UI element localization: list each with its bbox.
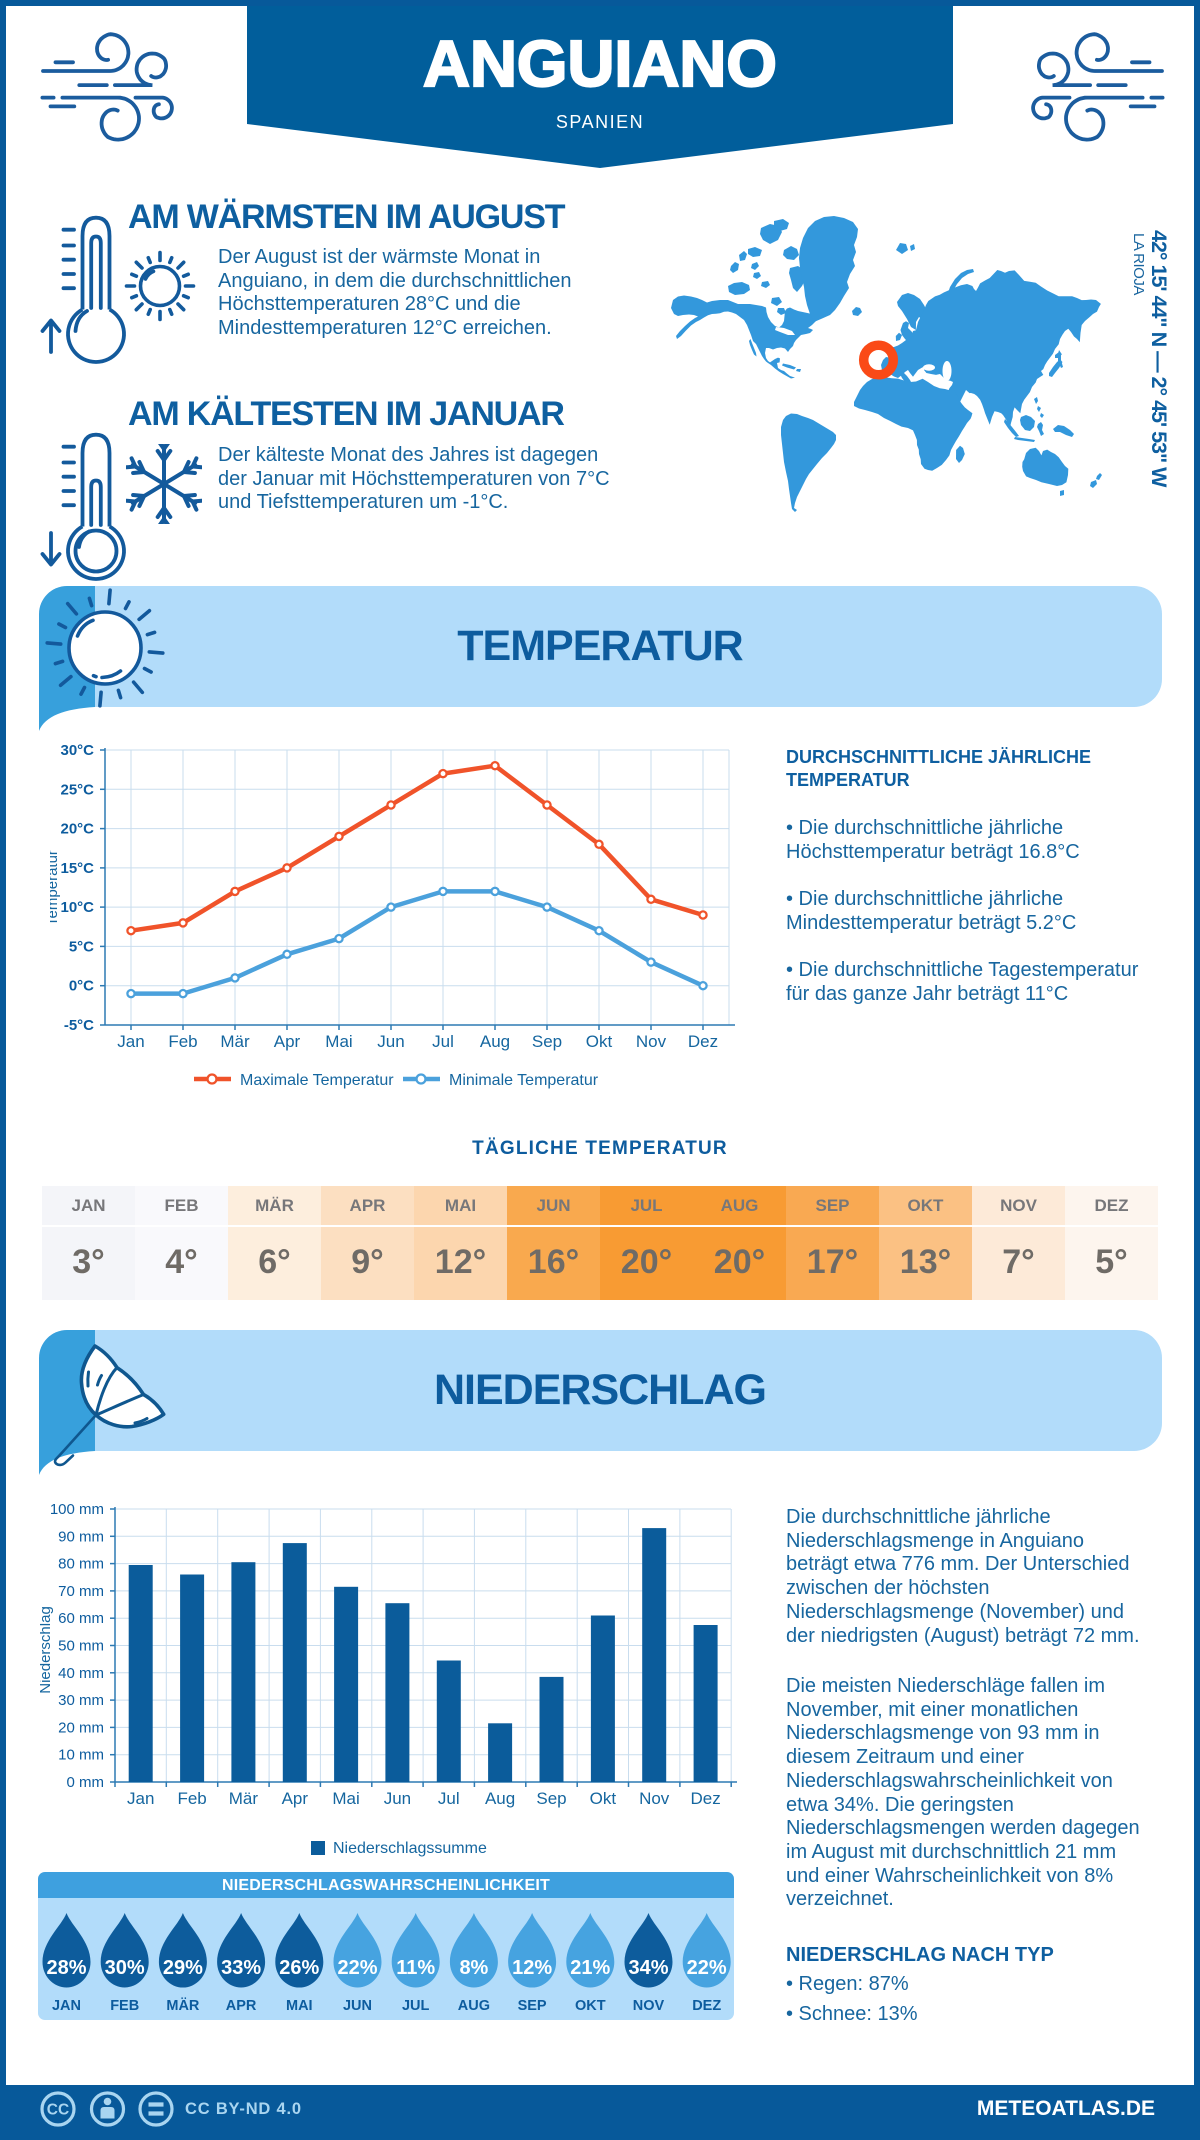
svg-text:22%: 22%	[337, 1957, 377, 1979]
svg-text:JUL: JUL	[402, 1998, 430, 2014]
svg-text:Okt: Okt	[586, 1032, 613, 1051]
svg-text:50 mm: 50 mm	[58, 1638, 104, 1655]
svg-text:JUN: JUN	[343, 1998, 372, 2014]
svg-text:Jul: Jul	[432, 1032, 454, 1051]
svg-text:0°C: 0°C	[69, 978, 94, 995]
svg-text:SEP: SEP	[518, 1998, 547, 2014]
svg-text:10 mm: 10 mm	[58, 1747, 104, 1764]
svg-text:DEZ: DEZ	[692, 1998, 721, 2014]
svg-text:33%: 33%	[221, 1957, 261, 1979]
svg-text:Feb: Feb	[177, 1789, 206, 1808]
svg-text:Mär: Mär	[229, 1789, 259, 1808]
svg-text:Aug: Aug	[480, 1032, 510, 1051]
svg-text:22%: 22%	[687, 1957, 727, 1979]
svg-text:70 mm: 70 mm	[58, 1583, 104, 1600]
svg-text:15°C: 15°C	[60, 860, 94, 877]
svg-text:OKT: OKT	[575, 1998, 606, 2014]
svg-text:-5°C: -5°C	[64, 1017, 94, 1034]
svg-text:Jun: Jun	[377, 1032, 404, 1051]
svg-text:28%: 28%	[46, 1957, 86, 1979]
svg-text:30°C: 30°C	[60, 742, 94, 759]
svg-text:Nov: Nov	[639, 1789, 670, 1808]
svg-text:8%: 8%	[459, 1957, 488, 1979]
svg-text:Feb: Feb	[168, 1032, 197, 1051]
svg-text:25°C: 25°C	[60, 781, 94, 798]
svg-text:Mai: Mai	[325, 1032, 352, 1051]
svg-text:MÄR: MÄR	[166, 1997, 200, 2014]
svg-text:100 mm: 100 mm	[50, 1501, 104, 1518]
svg-text:Jan: Jan	[117, 1032, 144, 1051]
svg-text:29%: 29%	[163, 1957, 203, 1979]
svg-text:34%: 34%	[628, 1957, 668, 1979]
svg-text:30 mm: 30 mm	[58, 1692, 104, 1709]
svg-text:CC: CC	[47, 2102, 69, 2119]
svg-text:40 mm: 40 mm	[58, 1665, 104, 1682]
svg-text:NOV: NOV	[633, 1998, 665, 2014]
svg-text:Mai: Mai	[332, 1789, 359, 1808]
svg-text:Nov: Nov	[636, 1032, 667, 1051]
svg-text:Temperatur: Temperatur	[50, 850, 61, 926]
svg-text:0 mm: 0 mm	[67, 1774, 105, 1791]
svg-text:90 mm: 90 mm	[58, 1528, 104, 1545]
svg-text:Jan: Jan	[127, 1789, 154, 1808]
svg-text:20°C: 20°C	[60, 821, 94, 838]
svg-text:Dez: Dez	[690, 1789, 720, 1808]
svg-text:Sep: Sep	[532, 1032, 562, 1051]
svg-text:APR: APR	[226, 1998, 257, 2014]
svg-text:AUG: AUG	[458, 1998, 490, 2014]
svg-text:60 mm: 60 mm	[58, 1610, 104, 1627]
svg-text:JAN: JAN	[52, 1998, 81, 2014]
svg-text:30%: 30%	[105, 1957, 145, 1979]
svg-text:20 mm: 20 mm	[58, 1719, 104, 1736]
svg-text:12%: 12%	[512, 1957, 552, 1979]
svg-text:Mär: Mär	[220, 1032, 250, 1051]
svg-text:80 mm: 80 mm	[58, 1556, 104, 1573]
svg-text:Niederschlag: Niederschlag	[40, 1606, 54, 1694]
svg-text:Sep: Sep	[536, 1789, 566, 1808]
svg-text:Jul: Jul	[438, 1789, 460, 1808]
svg-text:21%: 21%	[570, 1957, 610, 1979]
svg-text:26%: 26%	[279, 1957, 319, 1979]
svg-text:Minimale Temperatur: Minimale Temperatur	[449, 1072, 599, 1089]
svg-text:Niederschlagssumme: Niederschlagssumme	[333, 1840, 487, 1857]
svg-text:5°C: 5°C	[69, 938, 94, 955]
svg-text:FEB: FEB	[110, 1998, 139, 2014]
svg-text:MAI: MAI	[286, 1998, 313, 2014]
svg-text:Dez: Dez	[688, 1032, 718, 1051]
svg-text:Jun: Jun	[384, 1789, 411, 1808]
svg-text:Okt: Okt	[590, 1789, 617, 1808]
svg-text:Maximale Temperatur: Maximale Temperatur	[240, 1072, 394, 1089]
svg-text:Apr: Apr	[274, 1032, 301, 1051]
svg-text:Apr: Apr	[282, 1789, 309, 1808]
svg-text:Aug: Aug	[485, 1789, 515, 1808]
svg-text:11%: 11%	[396, 1957, 435, 1979]
svg-text:10°C: 10°C	[60, 899, 94, 916]
